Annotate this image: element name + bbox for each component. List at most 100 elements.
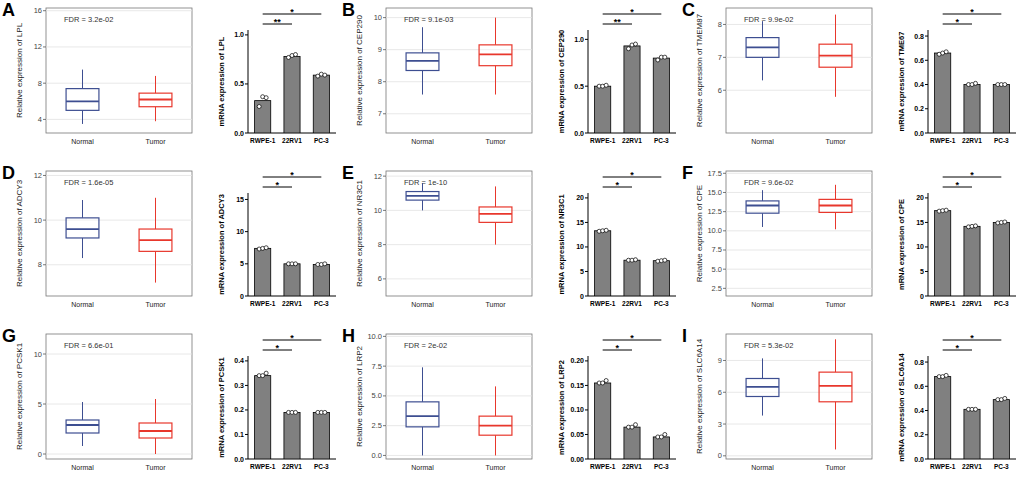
- bar: [653, 58, 669, 133]
- category-label: Normal: [411, 301, 434, 308]
- tick-label: 5.0: [372, 391, 382, 400]
- tick-label: 0.15: [570, 382, 584, 389]
- y-label: mRNA expression of PCSK1: [217, 357, 226, 458]
- category-label: Normal: [751, 464, 774, 471]
- bar: [284, 56, 300, 133]
- grid-line: [386, 336, 532, 337]
- tick-mark: [585, 222, 588, 223]
- marks: [595, 379, 670, 459]
- tick-mark: [245, 34, 248, 35]
- tick-label: 0.10: [570, 406, 584, 413]
- y-label: mRNA expression of TME67: [897, 32, 906, 132]
- median: [819, 385, 852, 387]
- median: [479, 213, 512, 215]
- whisker-low: [155, 107, 156, 121]
- bar-panel: 0.00.51.0mRNA expression of LPLRWPE-122R…: [217, 7, 336, 144]
- tick-mark: [383, 278, 386, 279]
- y-label: Relative expression of PCSK1: [15, 342, 24, 450]
- bar-panel: 0.00.51.0mRNA expression of CEP290RWPE-1…: [557, 7, 676, 144]
- grid-line: [386, 366, 532, 367]
- whisker-low: [155, 251, 156, 282]
- tick-label: 0.8: [914, 359, 924, 366]
- tick-label: 0.0: [234, 130, 244, 137]
- bar-panel: 051015mRNA expression of ADCY3RWPE-122RV…: [217, 170, 336, 307]
- box: [139, 93, 172, 107]
- bar: [935, 53, 951, 133]
- tick-label: 0.0: [914, 456, 924, 463]
- tick-mark: [245, 263, 248, 264]
- annotation: FDR = 9.6e-02: [744, 178, 793, 187]
- tick-mark: [723, 90, 726, 91]
- whisker-low: [82, 433, 83, 446]
- tick-label: 2.5: [372, 421, 382, 430]
- whisker-low: [82, 110, 83, 124]
- bar: [993, 222, 1009, 296]
- replicate-point: [974, 81, 978, 85]
- tick-label: 9: [718, 356, 722, 365]
- tick-mark: [245, 360, 248, 361]
- category-label: PC-3: [654, 463, 669, 470]
- tick-mark: [585, 360, 588, 361]
- whisker-low: [762, 57, 763, 80]
- box: [139, 229, 172, 251]
- tick-mark: [585, 409, 588, 410]
- whisker-high: [422, 27, 423, 53]
- y-axis: [928, 356, 929, 459]
- annotation: FDR = 1e-10: [404, 178, 447, 187]
- tick-label: 17.5: [707, 169, 722, 178]
- whisker-low: [762, 397, 763, 416]
- tick-label: 10: [34, 216, 42, 225]
- box-panel: A481216Relative expression of LPLFDR = 3…: [2, 0, 192, 145]
- whisker-high: [835, 15, 836, 45]
- tick-label: 10.0: [367, 332, 382, 341]
- tick-mark: [383, 210, 386, 211]
- bar: [993, 400, 1009, 459]
- replicate-point: [663, 258, 667, 262]
- tick-mark: [43, 220, 46, 221]
- annotation: FDR = 9.1e-03: [404, 15, 453, 24]
- category-label: Normal: [751, 138, 774, 145]
- plot-frame: [726, 171, 872, 296]
- sig-label: *: [290, 333, 294, 343]
- marks: [255, 246, 330, 296]
- whisker-low: [762, 213, 763, 227]
- y-label: mRNA expression of CPE: [897, 199, 906, 290]
- tick-label: 0.2: [234, 406, 244, 413]
- whisker-low: [422, 427, 423, 456]
- tick-mark: [43, 175, 46, 176]
- whisker-low: [835, 402, 836, 450]
- sig-label: *: [616, 180, 620, 190]
- grid-line: [386, 81, 532, 82]
- replicate-point: [264, 371, 268, 375]
- tick-label: 0: [718, 451, 722, 460]
- category-label: Tumor: [146, 464, 167, 471]
- category-label: PC-3: [654, 300, 669, 307]
- replicate-point: [944, 50, 948, 54]
- box-panel: I0369Relative expression of SLC6A14FDR =…: [682, 326, 872, 471]
- tick-mark: [925, 84, 928, 85]
- tick-label: 0.00: [570, 456, 584, 463]
- tick-mark: [585, 246, 588, 247]
- tick-label: 0.6: [914, 383, 924, 390]
- panel-letter: B: [342, 0, 355, 20]
- median: [746, 205, 779, 207]
- replicate-point: [604, 83, 608, 87]
- tick-mark: [43, 10, 46, 11]
- replicate-point: [323, 73, 327, 77]
- whisker-high: [835, 339, 836, 372]
- replicate-point: [1003, 220, 1007, 224]
- tick-mark: [43, 354, 46, 355]
- tick-mark: [43, 83, 46, 84]
- grid-line: [726, 230, 872, 231]
- replicate-point: [294, 410, 298, 414]
- whisker-low: [835, 212, 836, 229]
- tick-mark: [723, 211, 726, 212]
- tick-mark: [925, 246, 928, 247]
- tick-mark: [585, 197, 588, 198]
- grid-line: [726, 249, 872, 250]
- tick-mark: [245, 434, 248, 435]
- marks: [935, 50, 1010, 133]
- whisker-high: [155, 198, 156, 229]
- marks: [66, 399, 172, 454]
- category-label: PC-3: [994, 137, 1009, 144]
